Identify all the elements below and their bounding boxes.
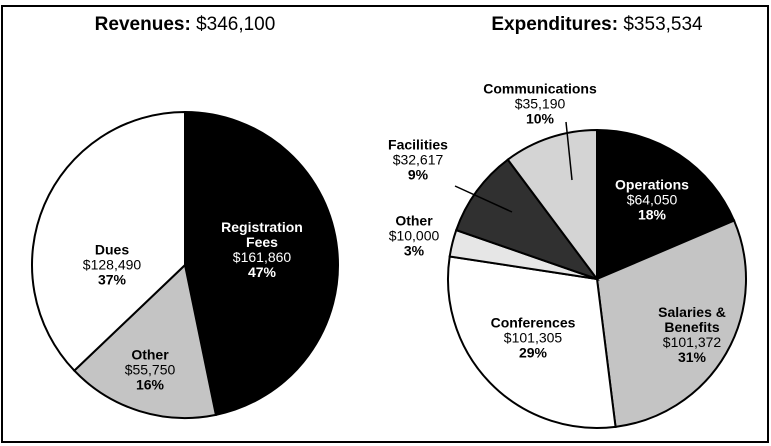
pie-total: $353,534 (623, 14, 703, 35)
slice-name: Registration Fees (221, 219, 303, 250)
slice-name: Other (395, 212, 433, 229)
slice-value: $10,000 (388, 227, 440, 244)
slice-value: $161,860 (232, 249, 292, 265)
header: Expenditures: $353,534 (491, 14, 702, 36)
pie-title: Revenues: (94, 14, 191, 35)
slice-value: $32,617 (392, 151, 444, 168)
slice-label: Salaries & Benefits $101,372 31% (652, 305, 732, 365)
slice-percent: 9% (407, 166, 429, 183)
slice-label: Other $10,000 3% (384, 212, 444, 259)
slice-label: Registration Fees $161,860 47% (207, 220, 317, 280)
pie-slice (31, 110, 186, 373)
leader-line (454, 185, 513, 213)
slice-value: $35,190 (514, 95, 566, 112)
pie-title: Expenditures: (491, 14, 619, 35)
pie-total: $346,100 (196, 14, 276, 35)
pie-slice (454, 158, 600, 282)
slice-percent: 29% (518, 344, 548, 361)
pie-slice (447, 255, 617, 429)
slice-value: $128,490 (82, 256, 142, 273)
header: Revenues: $346,100 (95, 14, 276, 36)
slice-percent: 16% (135, 376, 165, 393)
slice-percent: 37% (97, 271, 127, 288)
slice-value: $101,305 (503, 329, 563, 346)
slice-name: Dues (94, 241, 130, 258)
slice-name: Conferences (490, 314, 576, 331)
slice-percent: 47% (247, 264, 277, 280)
slice-label: Facilities $32,617 9% (378, 136, 458, 183)
frame (1, 5, 769, 443)
slice-label: Operations $64,050 18% (607, 176, 697, 223)
pie-slice (506, 128, 598, 283)
pie-slice (72, 263, 218, 419)
pie-slice (595, 219, 747, 428)
pie-slice (184, 110, 339, 417)
pie-slice (596, 128, 736, 281)
slice-label: Conferences $101,305 29% (488, 314, 578, 361)
slice-percent: 31% (677, 349, 707, 365)
slice-percent: 18% (637, 206, 667, 223)
slice-name: Facilities (388, 136, 448, 153)
slice-label: Other $55,750 16% (115, 346, 185, 393)
slice-label: Dues $128,490 37% (72, 241, 152, 288)
slice-name: Other (131, 346, 169, 363)
slice-name: Operations (615, 176, 689, 193)
slice-value: $101,372 (662, 334, 722, 350)
slice-value: $55,750 (124, 361, 176, 378)
slice-name: Communications (483, 80, 597, 97)
slice-label: Communications $35,190 10% (480, 80, 600, 127)
slice-value: $64,050 (626, 191, 678, 208)
leader-line (565, 121, 573, 181)
slice-percent: 10% (525, 110, 555, 127)
slice-percent: 3% (403, 242, 425, 259)
slice-name: Salaries & Benefits (658, 304, 726, 335)
